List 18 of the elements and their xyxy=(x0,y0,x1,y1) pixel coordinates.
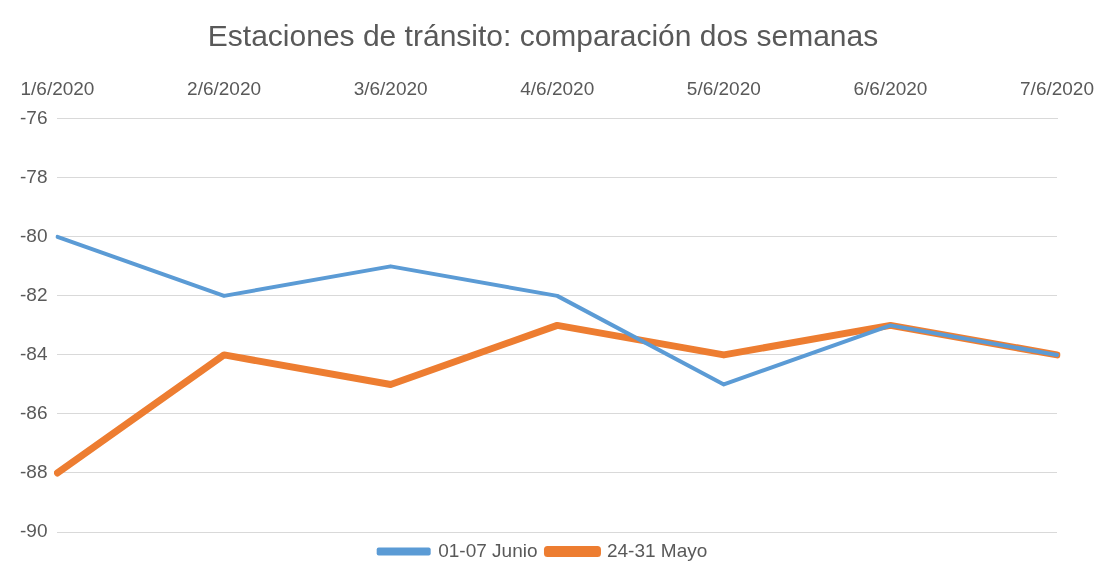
y-tick-label: -76 xyxy=(19,107,48,129)
x-tick-label: 4/6/2020 xyxy=(520,77,595,99)
legend-label: 24-31 Mayo xyxy=(606,539,708,561)
y-tick-label: -84 xyxy=(19,343,48,365)
x-tick-label: 5/6/2020 xyxy=(686,77,761,99)
y-tick-label: -80 xyxy=(19,225,48,247)
x-tick-label: 7/6/2020 xyxy=(1020,77,1094,99)
y-tick-label: -88 xyxy=(19,461,48,483)
y-tick-label: -78 xyxy=(19,166,48,188)
x-tick-label: 2/6/2020 xyxy=(187,77,262,99)
y-tick-label: -86 xyxy=(19,402,48,424)
y-tick-label: -90 xyxy=(19,520,48,542)
chart-title: Estaciones de tránsito: comparación dos semanas xyxy=(207,19,879,53)
y-tick-label: -82 xyxy=(19,284,48,306)
x-tick-label: 3/6/2020 xyxy=(353,77,428,99)
legend-label: 01-07 Junio xyxy=(438,539,538,561)
x-tick-label: 1/6/2020 xyxy=(20,77,95,99)
x-tick-label: 6/6/2020 xyxy=(853,77,928,99)
